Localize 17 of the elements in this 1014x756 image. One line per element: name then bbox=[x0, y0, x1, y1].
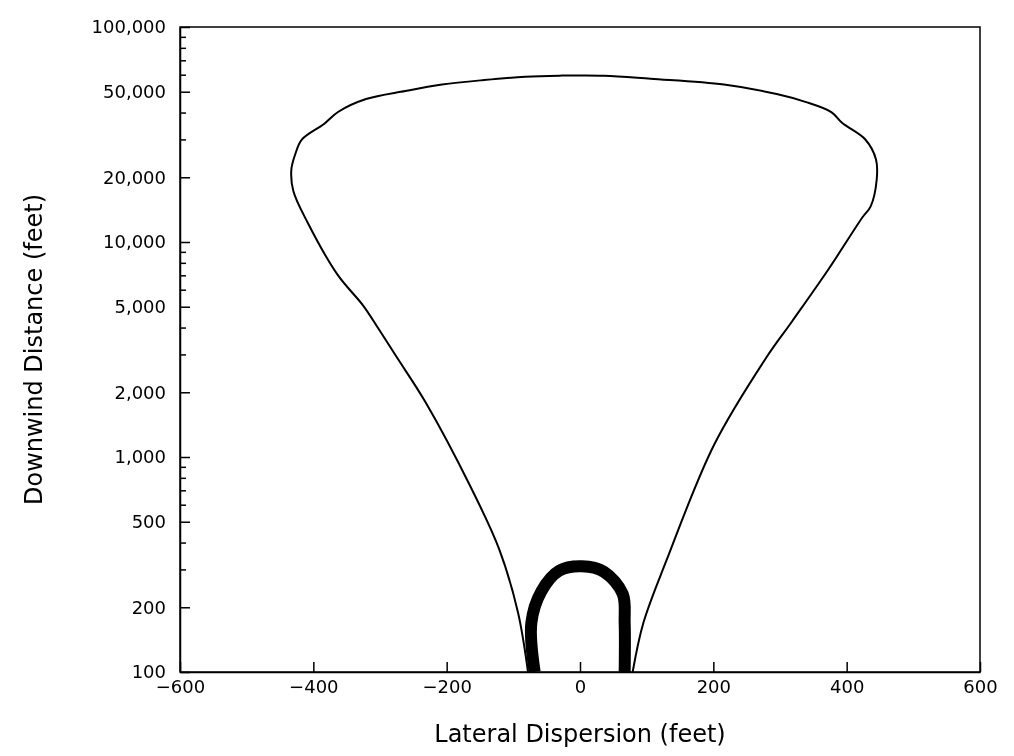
y-tick-label: 2,000 bbox=[114, 381, 166, 403]
y-tick-label: 20,000 bbox=[103, 166, 166, 188]
x-tick-label: −200 bbox=[422, 675, 472, 697]
y-axis-title: Downwind Distance (feet) bbox=[20, 193, 48, 506]
y-tick-label: 200 bbox=[131, 596, 166, 618]
y-tick-label: 10,000 bbox=[103, 231, 166, 253]
x-tick-label: 600 bbox=[963, 675, 998, 697]
y-tick-label: 500 bbox=[131, 510, 166, 532]
x-tick-label: 200 bbox=[696, 675, 732, 697]
x-tick-label: 400 bbox=[829, 675, 865, 697]
y-tick-label: 1,000 bbox=[114, 446, 166, 468]
y-tick-label: 5,000 bbox=[114, 295, 166, 317]
x-axis-title: Lateral Dispersion (feet) bbox=[434, 720, 726, 748]
x-tick-label: 0 bbox=[574, 675, 587, 697]
x-tick-label: −400 bbox=[289, 675, 339, 697]
y-tick-label: 50,000 bbox=[103, 80, 166, 102]
y-tick-label: 100,000 bbox=[91, 16, 166, 38]
